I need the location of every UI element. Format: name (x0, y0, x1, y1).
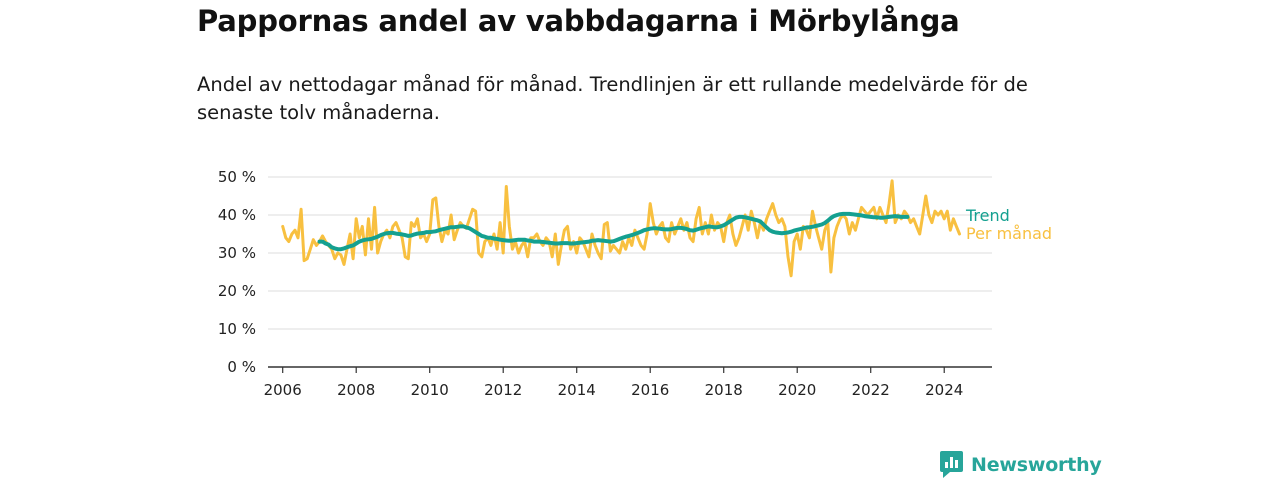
brand-name: Newsworthy (971, 453, 1102, 476)
x-tick-label: 2014 (558, 381, 596, 399)
x-tick-label: 2016 (631, 381, 669, 399)
x-axis: 2006 2008 2010 2012 2014 2016 2018 2020 2022 2024 (264, 366, 992, 399)
chart-title: Pappornas andel av vabbdagarna i Mörbylå… (197, 4, 960, 38)
y-tick-label: 50 % (218, 168, 256, 186)
monthly-series-label: Per månad (966, 224, 1052, 243)
newsworthy-logo-icon (940, 451, 963, 478)
monthly-series-line (281, 179, 961, 278)
series-lines (281, 179, 961, 278)
y-tick-label: 20 % (218, 282, 256, 300)
y-tick-label: 40 % (218, 206, 256, 224)
trend-series-label: Trend (965, 206, 1010, 225)
brand-logo: Newsworthy (940, 451, 1102, 478)
y-tick-label: 0 % (227, 358, 256, 376)
chart-subtitle: Andel av nettodagar månad för månad. Tre… (197, 73, 1028, 124)
y-tick-label: 30 % (218, 244, 256, 262)
x-tick-label: 2012 (484, 381, 522, 399)
x-tick-label: 2008 (337, 381, 375, 399)
y-axis-tick-labels: 0 % 10 % 20 % 30 % 40 % 50 % (218, 168, 256, 376)
x-tick-label: 2022 (852, 381, 890, 399)
x-tick-label: 2018 (705, 381, 743, 399)
x-tick-label: 2010 (411, 381, 449, 399)
y-tick-label: 10 % (218, 320, 256, 338)
x-tick-label: 2024 (925, 381, 963, 399)
trend-series-line (317, 211, 910, 252)
x-tick-label: 2020 (778, 381, 816, 399)
x-tick-label: 2006 (264, 381, 302, 399)
